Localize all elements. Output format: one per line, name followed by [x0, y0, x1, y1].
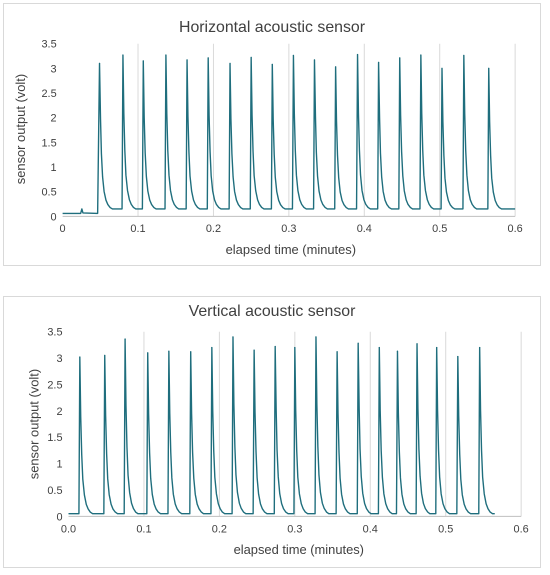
peak-point [399, 57, 401, 59]
peak-point [271, 63, 273, 66]
x-tick-label: 0.0 [61, 523, 76, 535]
peak-point [378, 346, 380, 349]
sensor-output-series [68, 336, 495, 515]
peak-point [336, 351, 338, 353]
peak-point [441, 67, 443, 69]
peak-point [416, 343, 418, 345]
y-tick-label: 0.5 [47, 485, 62, 497]
y-tick-label: 2 [51, 113, 57, 125]
x-tick-label: 0.5 [438, 523, 453, 535]
x-tick-label: 0.6 [508, 223, 523, 235]
horizontal-sensor-chart-svg: Horizontal acoustic sensor elapsed time … [13, 19, 523, 257]
x-axis-label: elapsed time (minutes) [234, 542, 364, 557]
x-tick-label: 0.2 [206, 223, 221, 235]
sensor-output-series [62, 53, 516, 215]
peak-point [250, 56, 252, 59]
x-tick-label: 0.1 [130, 223, 145, 235]
x-tick-label: 0.3 [287, 523, 302, 535]
peak-point [396, 350, 399, 352]
y-tick-label: 0 [56, 511, 62, 523]
y-tick-label: 2.5 [41, 88, 56, 100]
x-tick-label: 0.4 [357, 223, 372, 235]
y-tick-label: 2 [56, 406, 62, 418]
peak-point [207, 57, 209, 59]
x-tick-label: 0 [60, 223, 66, 235]
peak-point [98, 62, 101, 65]
peak-point [420, 54, 422, 56]
chart-title: Vertical acoustic sensor [189, 303, 356, 320]
peak-point [186, 59, 188, 61]
peak-point [335, 66, 337, 68]
peak-point [253, 349, 255, 351]
vertical-sensor-chart: Vertical acoustic sensor elapsed time (m… [3, 296, 541, 568]
y-axis-label: sensor output (volt) [27, 369, 42, 479]
x-tick-label: 0.4 [363, 523, 378, 535]
peak-point [378, 61, 380, 64]
peak-point [463, 54, 465, 57]
chart-title: Horizontal acoustic sensor [179, 19, 366, 36]
peak-point [457, 355, 459, 358]
peak-point [356, 53, 359, 56]
x-tick-label: 0.6 [514, 523, 529, 535]
peak-point [79, 356, 81, 358]
peak-point [292, 54, 294, 57]
peak-point [274, 345, 276, 348]
horizontal-sensor-chart: Horizontal acoustic sensor elapsed time … [3, 3, 541, 266]
y-tick-label: 3.5 [47, 327, 62, 339]
y-axis-label: sensor output (volt) [13, 74, 28, 184]
y-tick-label: 1.5 [41, 137, 56, 149]
peak-point [232, 336, 234, 338]
peak-point [104, 354, 106, 357]
peak-point [479, 346, 481, 349]
y-tick-label: 3 [56, 353, 62, 365]
peak-point [488, 67, 490, 69]
vertical-sensor-chart-svg: Vertical acoustic sensor elapsed time (m… [27, 303, 529, 557]
peak-point [147, 352, 149, 354]
y-tick-label: 1.5 [47, 432, 62, 444]
peak-point [190, 351, 192, 353]
peak-point [122, 54, 124, 56]
y-tick-label: 3.5 [41, 39, 56, 51]
y-tick-label: 1 [51, 162, 57, 174]
y-tick-label: 3 [51, 63, 57, 75]
peak-point [313, 59, 316, 61]
peak-point [294, 346, 296, 349]
peak-point [165, 54, 167, 56]
y-tick-label: 0.5 [41, 187, 56, 199]
peak-point [142, 60, 144, 62]
x-tick-label: 0.5 [432, 223, 447, 235]
peak-point [211, 346, 213, 349]
peak-point [229, 62, 231, 65]
y-tick-label: 1 [56, 459, 62, 471]
peak-point [357, 342, 359, 344]
peak-point [315, 336, 317, 338]
peak-point [124, 338, 126, 340]
x-tick-label: 0.1 [136, 523, 151, 535]
y-tick-label: 2.5 [47, 379, 62, 391]
x-tick-label: 0.3 [281, 223, 296, 235]
x-axis-label: elapsed time (minutes) [226, 242, 356, 257]
x-tick-label: 0.2 [212, 523, 227, 535]
y-tick-label: 0 [51, 211, 57, 223]
peak-point [436, 346, 438, 349]
peak-point [168, 350, 170, 352]
